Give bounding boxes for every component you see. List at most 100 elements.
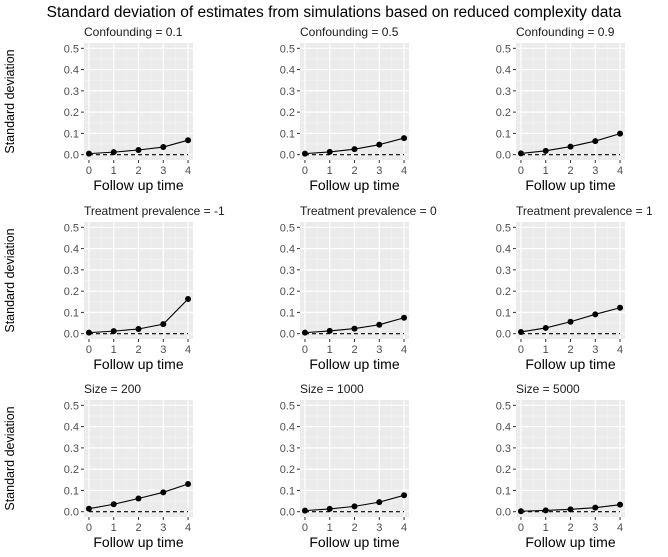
x-tick-label: 0: [302, 522, 308, 534]
y-tick-label: 0.5: [496, 400, 511, 412]
data-point: [326, 148, 333, 155]
y-tick-label: 0.3: [280, 86, 295, 98]
y-axis-title: Standard deviation: [3, 406, 17, 510]
panel-title: Confounding = 0.9: [516, 25, 615, 39]
y-tick-label: 0.3: [64, 265, 79, 277]
x-tick-label: 2: [135, 344, 141, 356]
x-tick-label: 2: [351, 344, 357, 356]
x-tick-label: 2: [567, 344, 573, 356]
x-tick-label: 0: [302, 344, 308, 356]
y-tick-label: 0.2: [496, 107, 511, 119]
x-tick-label: 3: [376, 165, 382, 177]
y-tick-label: 0.2: [496, 286, 511, 298]
y-tick-label: 0.3: [64, 443, 79, 455]
y-tick-label: 0.0: [280, 507, 295, 519]
data-point: [517, 508, 524, 515]
x-tick-label: 1: [543, 344, 549, 356]
y-tick-label: 0.0: [496, 507, 511, 519]
x-tick-label: 2: [351, 522, 357, 534]
data-point: [401, 314, 408, 321]
x-axis-title: Follow up time: [93, 356, 183, 372]
y-tick-label: 0.2: [64, 107, 79, 119]
y-tick-label: 0.3: [280, 265, 295, 277]
x-tick-label: 3: [376, 344, 382, 356]
x-tick-label: 0: [518, 165, 524, 177]
x-tick-label: 3: [592, 344, 598, 356]
data-point: [85, 150, 92, 157]
y-tick-label: 0.3: [496, 86, 511, 98]
x-tick-label: 2: [567, 522, 573, 534]
x-tick-label: 4: [617, 165, 623, 177]
data-point: [401, 135, 408, 142]
data-point: [110, 501, 117, 508]
y-tick-label: 0.0: [280, 329, 295, 341]
y-tick-label: 0.1: [280, 307, 295, 319]
y-tick-label: 0.3: [496, 265, 511, 277]
x-tick-label: 1: [327, 165, 333, 177]
x-axis-title: Follow up time: [309, 177, 399, 193]
x-tick-label: 0: [518, 522, 524, 534]
data-point: [185, 296, 192, 303]
x-tick-label: 4: [401, 165, 407, 177]
y-tick-label: 0.1: [64, 307, 79, 319]
y-tick-label: 0.4: [280, 244, 295, 256]
data-point: [135, 326, 142, 333]
data-point: [301, 507, 308, 514]
y-tick-label: 0.1: [280, 128, 295, 140]
data-point: [592, 504, 599, 511]
y-tick-label: 0.4: [280, 422, 295, 434]
data-point: [617, 501, 624, 508]
panel-title: Confounding = 0.1: [84, 25, 183, 39]
x-tick-label: 3: [376, 522, 382, 534]
x-tick-label: 2: [567, 165, 573, 177]
y-tick-label: 0.5: [64, 222, 79, 234]
data-point: [160, 321, 167, 328]
data-point: [617, 304, 624, 311]
panel-title: Size = 1000: [300, 382, 364, 396]
y-tick-label: 0.0: [496, 150, 511, 162]
y-tick-label: 0.1: [280, 485, 295, 497]
data-point: [567, 143, 574, 150]
x-tick-label: 0: [86, 522, 92, 534]
y-tick-label: 0.5: [496, 43, 511, 55]
x-axis-title: Follow up time: [309, 534, 399, 550]
y-tick-label: 0.4: [280, 65, 295, 77]
x-tick-label: 1: [111, 165, 117, 177]
panel-title: Size = 5000: [516, 382, 580, 396]
x-tick-label: 4: [401, 344, 407, 356]
y-tick-label: 0.3: [280, 443, 295, 455]
data-point: [376, 141, 383, 148]
data-point: [160, 144, 167, 151]
x-tick-label: 1: [111, 522, 117, 534]
y-tick-label: 0.2: [280, 286, 295, 298]
y-tick-label: 0.4: [64, 422, 79, 434]
x-axis-title: Follow up time: [525, 177, 615, 193]
y-tick-label: 0.3: [64, 86, 79, 98]
data-point: [135, 495, 142, 502]
y-tick-label: 0.1: [64, 128, 79, 140]
y-tick-label: 0.4: [64, 65, 79, 77]
data-point: [542, 147, 549, 154]
x-tick-label: 4: [617, 522, 623, 534]
x-tick-label: 1: [111, 344, 117, 356]
y-tick-label: 0.1: [496, 485, 511, 497]
data-point: [542, 324, 549, 331]
y-tick-label: 0.5: [496, 222, 511, 234]
x-tick-label: 3: [160, 344, 166, 356]
panel-title: Size = 200: [84, 382, 141, 396]
y-tick-label: 0.0: [496, 329, 511, 341]
data-point: [376, 499, 383, 506]
x-axis-title: Follow up time: [525, 534, 615, 550]
x-tick-label: 2: [135, 165, 141, 177]
data-point: [401, 492, 408, 499]
data-point: [567, 318, 574, 325]
y-tick-label: 0.0: [64, 150, 79, 162]
y-tick-label: 0.4: [64, 244, 79, 256]
y-tick-label: 0.1: [64, 485, 79, 497]
y-tick-label: 0.1: [496, 307, 511, 319]
x-tick-label: 4: [617, 344, 623, 356]
x-tick-label: 3: [160, 165, 166, 177]
y-tick-label: 0.0: [64, 329, 79, 341]
panel-title: Treatment prevalence = 0: [300, 204, 437, 218]
